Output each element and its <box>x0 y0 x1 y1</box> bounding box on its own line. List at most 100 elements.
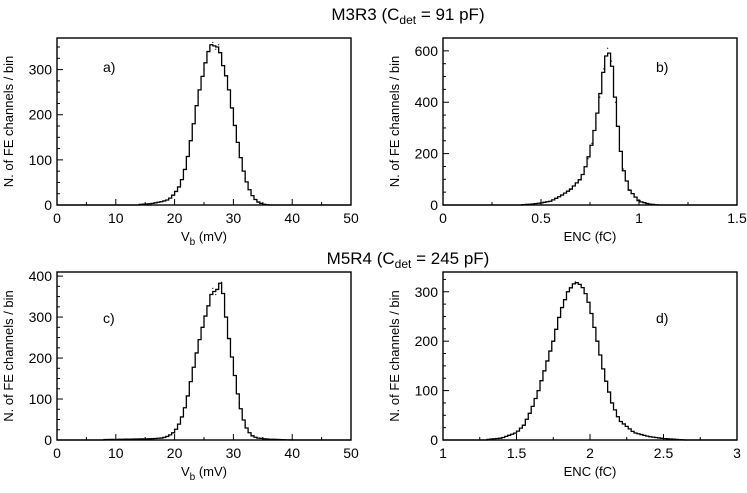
histogram-point <box>232 365 234 367</box>
histogram-point <box>221 59 223 62</box>
y-axis-title: N. of FE channels / bin <box>387 290 402 422</box>
histogram-point <box>185 402 187 404</box>
histogram-point <box>599 96 601 98</box>
y-tick-label: 300 <box>29 62 53 78</box>
histogram-point <box>168 435 170 437</box>
y-tick-label: 0 <box>44 432 52 448</box>
histogram-series <box>443 282 737 441</box>
histogram-point <box>550 200 552 202</box>
y-tick-label: 100 <box>29 391 53 407</box>
histogram-point <box>662 437 665 440</box>
histogram-point <box>520 204 523 206</box>
histogram-point <box>648 435 650 438</box>
y-tick-label: 0 <box>430 432 438 448</box>
histogram-point <box>523 424 525 426</box>
histogram-point <box>162 200 164 202</box>
panel-label: a) <box>103 59 115 75</box>
histogram-point <box>658 204 660 206</box>
histogram-point <box>215 293 217 296</box>
panel-label: b) <box>656 59 668 75</box>
x-axis-title: Vb (mV) <box>181 464 227 483</box>
row-title-bottom: M5R4 (Cdet = 245 pF) <box>327 249 490 271</box>
histogram-point <box>103 438 105 441</box>
x-tick-label: 30 <box>226 445 242 461</box>
histogram-point <box>212 287 214 289</box>
histogram-point <box>197 96 199 98</box>
x-axis-title-sub: b <box>190 237 196 248</box>
y-axis-title: N. of FE channels / bin <box>1 290 16 422</box>
y-tick-label: 100 <box>29 152 53 168</box>
histogram-point <box>530 203 532 205</box>
histogram-point <box>633 431 635 434</box>
y-tick-label: 200 <box>29 350 53 366</box>
histogram-series <box>57 44 351 206</box>
histogram-point <box>244 425 246 427</box>
x-axis-title-main: V <box>181 229 190 244</box>
y-tick-label: 200 <box>415 146 439 162</box>
histogram-point <box>501 437 503 439</box>
histogram-point <box>209 46 211 48</box>
histogram-point <box>150 438 152 440</box>
histogram-point <box>197 345 199 347</box>
histogram-point <box>560 310 562 313</box>
row-title-bottom-sub: det <box>395 257 412 271</box>
x-tick-label: 50 <box>343 445 359 461</box>
histogram-point <box>212 41 214 44</box>
histogram-point <box>138 203 140 206</box>
x-axis-title-main: V <box>181 464 190 479</box>
histogram-point <box>574 281 576 283</box>
histogram-point <box>174 193 176 195</box>
histogram-point <box>515 431 518 434</box>
y-tick-label: 0 <box>44 197 52 213</box>
panel-a: 0 10 20 30 40 50 0 100 200 300 N. of FE channels /… <box>1 37 359 248</box>
plot-frame <box>442 271 738 441</box>
x-axis-title-unit: (mV) <box>195 464 227 479</box>
histogram-point <box>537 389 540 392</box>
y-tick-label: 100 <box>415 383 439 399</box>
histogram-point <box>203 68 205 71</box>
y-tick-label: 600 <box>415 43 439 59</box>
histogram-point <box>603 68 605 70</box>
histogram-point <box>618 419 621 421</box>
histogram-point <box>567 291 569 293</box>
histogram-point <box>191 373 193 376</box>
row-title-top-main: M3R3 (C <box>331 5 399 24</box>
y-tick-label: 300 <box>415 284 439 300</box>
histogram-point <box>250 193 252 195</box>
x-tick-label: 1 <box>439 445 447 461</box>
histogram-point <box>614 101 617 103</box>
y-tick-label: 200 <box>415 333 439 349</box>
histogram-point <box>218 44 220 46</box>
histogram-series <box>57 282 351 441</box>
row-title-top-tail: = 91 pF) <box>416 5 485 24</box>
x-tick-label: 0 <box>439 210 447 226</box>
histogram-point <box>677 438 679 441</box>
x-axis-title-unit: (mV) <box>195 229 227 244</box>
histogram-point <box>618 140 621 142</box>
x-tick-label: 20 <box>167 210 183 226</box>
histogram-point <box>589 305 591 308</box>
x-tick-label: 0 <box>53 210 61 226</box>
histogram-point <box>268 438 270 440</box>
histogram-series <box>443 52 737 206</box>
histogram-point <box>591 142 593 144</box>
x-axis-title-main: ENC (fC) <box>564 464 617 479</box>
y-tick-label: 400 <box>29 268 53 284</box>
histogram-point <box>595 122 597 124</box>
x-tick-label: 0.5 <box>531 210 551 226</box>
histogram-point <box>486 438 488 441</box>
panel-c: 0 10 20 30 40 50 0 100 200 300 400 N. of FE channel… <box>1 268 359 483</box>
histogram-point <box>610 60 613 62</box>
histogram-point <box>596 340 598 342</box>
histogram-point <box>583 288 585 290</box>
histogram-point <box>268 204 270 206</box>
panel-label: d) <box>656 310 668 326</box>
x-tick-label: 40 <box>284 210 300 226</box>
y-tick-label: 400 <box>415 94 439 110</box>
histogram-point <box>569 188 572 191</box>
panel-d: 1 1.5 2 2.5 3 0 100 200 300 N. of FE channels / b… <box>387 271 741 479</box>
histogram-point <box>560 195 562 197</box>
histogram-point <box>221 281 223 283</box>
x-tick-label: 3 <box>733 445 741 461</box>
